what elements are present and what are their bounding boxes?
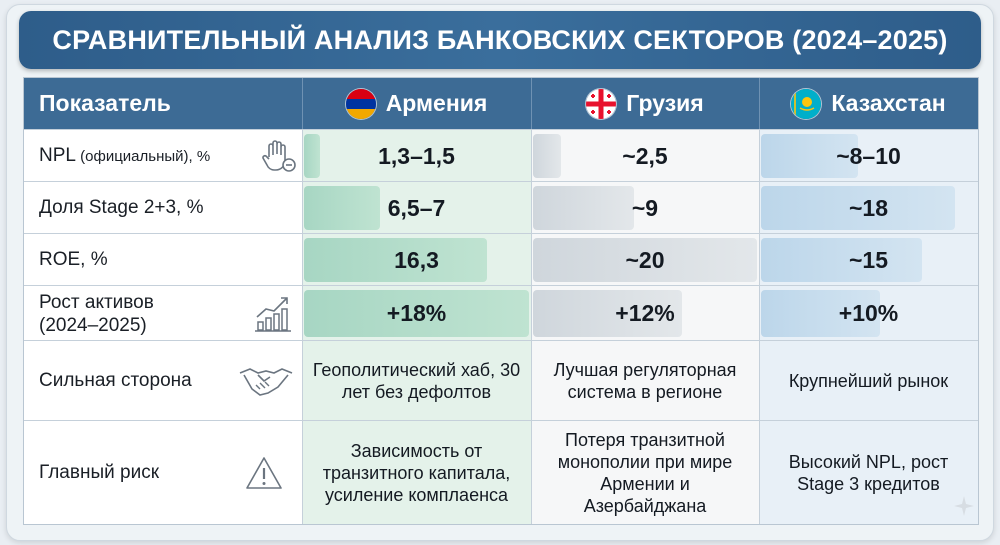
value-text: ~15 <box>848 246 888 273</box>
kazakhstan-value: ~15 <box>759 234 978 286</box>
page-title: СРАВНИТЕЛЬНЫЙ АНАЛИЗ БАНКОВСКИХ СЕКТОРОВ… <box>52 24 948 55</box>
value-bar <box>533 134 561 178</box>
value-text: ~9 <box>631 194 659 221</box>
table-row: Доля Stage 2+3, % 6,5–7 ~9 ~18 <box>24 181 978 234</box>
header-kazakhstan: Казахстан <box>759 78 978 129</box>
table-row: Рост активов (2024–2025) +18% +12% +10% <box>24 285 978 341</box>
armenia-value: 1,3–1,5 <box>302 130 531 182</box>
value-text: Геополитический хаб, 30 лет без дефолтов <box>312 360 521 402</box>
armenia-value: Зависимость от транзитного капитала, уси… <box>302 421 531 524</box>
georgia-flag-icon <box>586 88 617 119</box>
row-label-text: Доля Stage 2+3, % <box>39 197 204 218</box>
table-row: Сильная сторона Геополитический хаб, 30 л… <box>24 340 978 421</box>
row-label-text: Главный риск <box>39 462 160 483</box>
row-label: Сильная сторона <box>24 341 302 421</box>
kazakhstan-value: Крупнейший рынок <box>759 341 978 421</box>
header-armenia: Армения <box>302 78 531 129</box>
title-banner: СРАВНИТЕЛЬНЫЙ АНАЛИЗ БАНКОВСКИХ СЕКТОРОВ… <box>19 11 981 69</box>
value-text: 1,3–1,5 <box>378 142 455 169</box>
header-armenia-label: Армения <box>385 90 488 116</box>
header-kazakhstan-label: Казахстан <box>831 90 946 116</box>
kazakhstan-value: ~8–10 <box>759 130 978 182</box>
handshake-icon <box>238 363 294 404</box>
table-row: ROE, % 16,3 ~20 ~15 <box>24 233 978 286</box>
value-bar <box>533 238 757 282</box>
row-label-text: NPL <box>39 145 76 166</box>
value-text: Лучшая регуляторная система в регионе <box>553 360 737 402</box>
row-label-line1: Рост активов <box>39 291 154 313</box>
armenia-flag-icon <box>345 88 376 119</box>
value-text: ~20 <box>625 246 665 273</box>
kazakhstan-value: ~18 <box>759 182 978 234</box>
row-label: Рост активов (2024–2025) <box>24 286 302 341</box>
row-label-line2: (2024–2025) <box>39 314 147 336</box>
row-label-note: (официальный), % <box>75 147 211 165</box>
georgia-value: ~2,5 <box>531 130 759 182</box>
georgia-value: Лучшая регуляторная система в регионе <box>531 341 759 421</box>
header-indicator-label: Показатель <box>39 90 171 116</box>
value-text: +10% <box>838 300 899 326</box>
value-text: ~8–10 <box>836 142 901 169</box>
kazakhstan-value: Высокий NPL, рост Stage 3 кредитов <box>759 421 978 524</box>
value-bar <box>533 290 683 337</box>
hand-minus-icon <box>260 137 298 180</box>
table-row: Главный риск Зависимость от транзитного к… <box>24 420 978 524</box>
value-text: 6,5–7 <box>387 194 446 221</box>
value-bar <box>761 238 923 282</box>
value-text: Зависимость от транзитного капитала, уси… <box>322 441 511 505</box>
value-text: +18% <box>386 300 447 326</box>
infographic-card: СРАВНИТЕЛЬНЫЙ АНАЛИЗ БАНКОВСКИХ СЕКТОРОВ… <box>6 4 994 541</box>
value-text: Потеря транзитной монополии при мире Арм… <box>557 430 733 516</box>
table-row: NPL (официальный), % 1,3–1,5 ~2,5 ~8–10 <box>24 129 978 182</box>
georgia-value: ~9 <box>531 182 759 234</box>
row-label: ROE, % <box>24 234 302 286</box>
georgia-value: +12% <box>531 286 759 341</box>
kazakhstan-value: +10% <box>759 286 978 341</box>
armenia-value: 6,5–7 <box>302 182 531 234</box>
value-text: ~18 <box>848 194 888 221</box>
value-text: 16,3 <box>394 246 439 273</box>
header-georgia: Грузия <box>531 78 759 129</box>
warning-icon <box>244 455 284 496</box>
header-georgia-label: Грузия <box>626 90 704 116</box>
value-text: Крупнейший рынок <box>788 371 949 391</box>
armenia-value: +18% <box>302 286 531 341</box>
value-bar <box>761 186 955 230</box>
row-label-text: Сильная сторона <box>39 370 192 391</box>
value-bar <box>304 134 320 178</box>
georgia-value: ~20 <box>531 234 759 286</box>
header-indicator: Показатель <box>24 78 302 129</box>
row-label-text: ROE, % <box>39 249 108 270</box>
value-bar <box>761 134 858 178</box>
value-bar <box>304 186 380 230</box>
armenia-value: Геополитический хаб, 30 лет без дефолтов <box>302 341 531 421</box>
value-bar <box>304 238 488 282</box>
value-text: ~2,5 <box>622 142 668 169</box>
row-label: Доля Stage 2+3, % <box>24 182 302 234</box>
sparkle-icon <box>954 496 974 516</box>
value-bar <box>533 186 634 230</box>
georgia-value: Потеря транзитной монополии при мире Арм… <box>531 421 759 524</box>
row-label: Главный риск <box>24 421 302 524</box>
growth-chart-icon <box>252 292 294 339</box>
armenia-value: 16,3 <box>302 234 531 286</box>
value-text: +12% <box>615 300 675 326</box>
value-bar <box>761 290 881 337</box>
value-bar <box>304 290 529 337</box>
comparison-table: Показатель Армения Грузия Казахстан NPL … <box>23 77 979 525</box>
value-text: Высокий NPL, рост Stage 3 кредитов <box>788 452 949 494</box>
row-label: NPL (официальный), % <box>24 130 302 182</box>
kazakhstan-flag-icon <box>791 88 822 119</box>
